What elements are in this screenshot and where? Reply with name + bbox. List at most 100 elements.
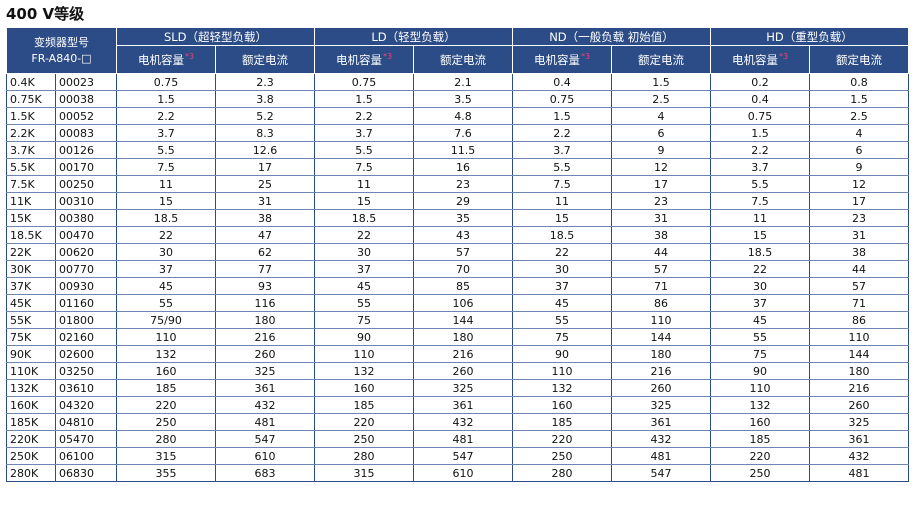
sld-rated-current-cell: 31: [215, 192, 315, 210]
nd-rated-current-cell: 6: [611, 124, 711, 142]
nd-rated-current-cell: 481: [611, 447, 711, 465]
nd-motor-capacity-cell: 45: [512, 294, 612, 312]
model-code-cell: 02600: [55, 345, 117, 363]
nd-rated-current-cell: 38: [611, 226, 711, 244]
sld-motor-capacity-cell: 30: [116, 243, 216, 261]
model-code-cell: 00126: [55, 141, 117, 159]
rated-current-header: 额定电流: [611, 45, 711, 74]
table-row: 22K 00620 30 62 30 57 22 44 18.5 38: [6, 243, 909, 261]
ld-motor-capacity-cell: 250: [314, 430, 414, 448]
rated-current-header: 额定电流: [413, 45, 513, 74]
spec-table: 变频器型号 FR-A840-□ SLD（超轻型负载） LD（轻型负载） ND（一…: [6, 27, 909, 482]
table-row: 110K 03250 160 325 132 260 110 216 90 180: [6, 362, 909, 380]
hd-motor-capacity-cell: 3.7: [710, 158, 810, 176]
nd-motor-capacity-cell: 15: [512, 209, 612, 227]
hd-rated-current-cell: 86: [809, 311, 909, 329]
motor-capacity-label: 电机容量: [137, 52, 184, 67]
motor-capacity-header: 电机容量*3: [710, 45, 810, 74]
nd-motor-capacity-cell: 160: [512, 396, 612, 414]
note-mark: *3: [184, 51, 195, 61]
capacity-kw-cell: 280K: [6, 464, 56, 482]
sld-rated-current-cell: 325: [215, 362, 315, 380]
note-mark: *3: [382, 51, 393, 61]
hd-rated-current-cell: 361: [809, 430, 909, 448]
motor-capacity-label: 电机容量: [731, 52, 778, 67]
hd-motor-capacity-cell: 160: [710, 413, 810, 431]
ld-rated-current-cell: 23: [413, 175, 513, 193]
sld-rated-current-cell: 62: [215, 243, 315, 261]
capacity-kw-cell: 45K: [6, 294, 56, 312]
capacity-kw-cell: 250K: [6, 447, 56, 465]
nd-rated-current-cell: 12: [611, 158, 711, 176]
ld-rated-current-cell: 144: [413, 311, 513, 329]
ld-motor-capacity-cell: 110: [314, 345, 414, 363]
ld-motor-capacity-cell: 160: [314, 379, 414, 397]
ld-motor-capacity-cell: 11: [314, 175, 414, 193]
table-row: 7.5K 00250 11 25 11 23 7.5 17 5.5 12: [6, 175, 909, 193]
hd-motor-capacity-cell: 0.75: [710, 107, 810, 125]
model-code-cell: 00083: [55, 124, 117, 142]
rated-current-header: 额定电流: [215, 45, 315, 74]
hd-rated-current-cell: 38: [809, 243, 909, 261]
nd-motor-capacity-cell: 75: [512, 328, 612, 346]
sld-rated-current-cell: 3.8: [215, 90, 315, 108]
model-code-cell: 00250: [55, 175, 117, 193]
nd-rated-current-cell: 86: [611, 294, 711, 312]
ld-motor-capacity-cell: 55: [314, 294, 414, 312]
model-code-cell: 00470: [55, 226, 117, 244]
table-row: 0.4K 00023 0.75 2.3 0.75 2.1 0.4 1.5 0.2 0.8: [6, 73, 909, 91]
model-header: 变频器型号 FR-A840-□: [6, 27, 117, 74]
sld-rated-current-cell: 93: [215, 277, 315, 295]
ld-rated-current-cell: 547: [413, 447, 513, 465]
hd-rated-current-cell: 180: [809, 362, 909, 380]
hd-rated-current-cell: 57: [809, 277, 909, 295]
ld-motor-capacity-cell: 185: [314, 396, 414, 414]
ld-motor-capacity-cell: 0.75: [314, 73, 414, 91]
hd-rated-current-cell: 1.5: [809, 90, 909, 108]
capacity-kw-cell: 37K: [6, 277, 56, 295]
hd-rated-current-cell: 4: [809, 124, 909, 142]
hd-motor-capacity-cell: 0.2: [710, 73, 810, 91]
ld-motor-capacity-cell: 15: [314, 192, 414, 210]
sld-motor-capacity-cell: 132: [116, 345, 216, 363]
nd-motor-capacity-cell: 30: [512, 260, 612, 278]
sld-motor-capacity-cell: 11: [116, 175, 216, 193]
sld-rated-current-cell: 180: [215, 311, 315, 329]
hd-rated-current-cell: 260: [809, 396, 909, 414]
capacity-kw-cell: 132K: [6, 379, 56, 397]
ld-motor-capacity-cell: 5.5: [314, 141, 414, 159]
sld-motor-capacity-cell: 355: [116, 464, 216, 482]
table-row: 160K 04320 220 432 185 361 160 325 132 260: [6, 396, 909, 414]
sld-motor-capacity-cell: 45: [116, 277, 216, 295]
sld-rated-current-cell: 116: [215, 294, 315, 312]
sld-motor-capacity-cell: 37: [116, 260, 216, 278]
ld-motor-capacity-cell: 315: [314, 464, 414, 482]
group-header-sld: SLD（超轻型负载）: [116, 27, 315, 46]
nd-rated-current-cell: 361: [611, 413, 711, 431]
nd-rated-current-cell: 31: [611, 209, 711, 227]
nd-motor-capacity-cell: 11: [512, 192, 612, 210]
nd-rated-current-cell: 4: [611, 107, 711, 125]
hd-motor-capacity-cell: 55: [710, 328, 810, 346]
capacity-kw-cell: 15K: [6, 209, 56, 227]
capacity-kw-cell: 3.7K: [6, 141, 56, 159]
model-code-cell: 01160: [55, 294, 117, 312]
hd-rated-current-cell: 216: [809, 379, 909, 397]
ld-rated-current-cell: 216: [413, 345, 513, 363]
table-row: 18.5K 00470 22 47 22 43 18.5 38 15 31: [6, 226, 909, 244]
nd-motor-capacity-cell: 3.7: [512, 141, 612, 159]
sld-motor-capacity-cell: 160: [116, 362, 216, 380]
nd-motor-capacity-cell: 22: [512, 243, 612, 261]
capacity-kw-cell: 90K: [6, 345, 56, 363]
hd-motor-capacity-cell: 75: [710, 345, 810, 363]
nd-rated-current-cell: 44: [611, 243, 711, 261]
page-title: 400 V等级: [6, 5, 85, 23]
table-row: 0.75K 00038 1.5 3.8 1.5 3.5 0.75 2.5 0.4 1.5: [6, 90, 909, 108]
sld-motor-capacity-cell: 1.5: [116, 90, 216, 108]
ld-motor-capacity-cell: 30: [314, 243, 414, 261]
nd-rated-current-cell: 71: [611, 277, 711, 295]
sld-motor-capacity-cell: 280: [116, 430, 216, 448]
ld-rated-current-cell: 361: [413, 396, 513, 414]
nd-motor-capacity-cell: 90: [512, 345, 612, 363]
model-code-cell: 02160: [55, 328, 117, 346]
